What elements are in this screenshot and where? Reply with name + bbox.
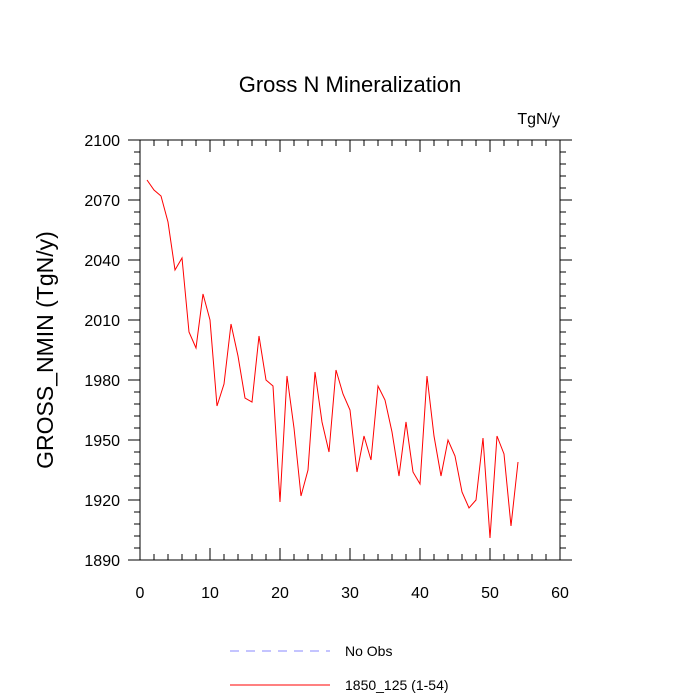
y-tick-label: 1980 xyxy=(84,373,120,390)
y-tick-label: 1950 xyxy=(84,433,120,450)
axis-ticks xyxy=(128,139,572,561)
x-tick-label: 30 xyxy=(341,585,359,602)
x-tick-label: 20 xyxy=(271,585,289,602)
y-tick-label: 1920 xyxy=(84,493,120,510)
series-layer xyxy=(146,179,519,539)
legend: No Obs 1850_125 (1-54) xyxy=(230,643,449,693)
x-tick-label: 40 xyxy=(411,585,429,602)
y-tick-label: 2100 xyxy=(84,133,120,150)
y-tick-label: 2010 xyxy=(84,313,120,330)
y-tick-label: 2070 xyxy=(84,193,120,210)
units-label: TgN/y xyxy=(517,111,560,128)
y-tick-label: 1890 xyxy=(84,553,120,570)
x-tick-labels: 0 10 20 30 40 50 60 xyxy=(136,585,569,602)
y-tick-labels: 1890 1920 1950 1980 2010 2040 2070 2100 xyxy=(84,133,120,570)
y-tick-label: 2040 xyxy=(84,253,120,270)
x-tick-label: 60 xyxy=(551,585,569,602)
chart-title: Gross N Mineralization xyxy=(239,72,462,97)
series-line xyxy=(146,179,519,539)
plot-frame xyxy=(139,139,561,561)
legend-label-1850-125: 1850_125 (1-54) xyxy=(345,677,449,693)
legend-label-no-obs: No Obs xyxy=(345,643,392,659)
x-tick-label: 0 xyxy=(136,585,145,602)
y-axis-label: GROSS_NMIN (TgN/y) xyxy=(32,231,58,469)
x-tick-label: 50 xyxy=(481,585,499,602)
x-tick-label: 10 xyxy=(201,585,219,602)
